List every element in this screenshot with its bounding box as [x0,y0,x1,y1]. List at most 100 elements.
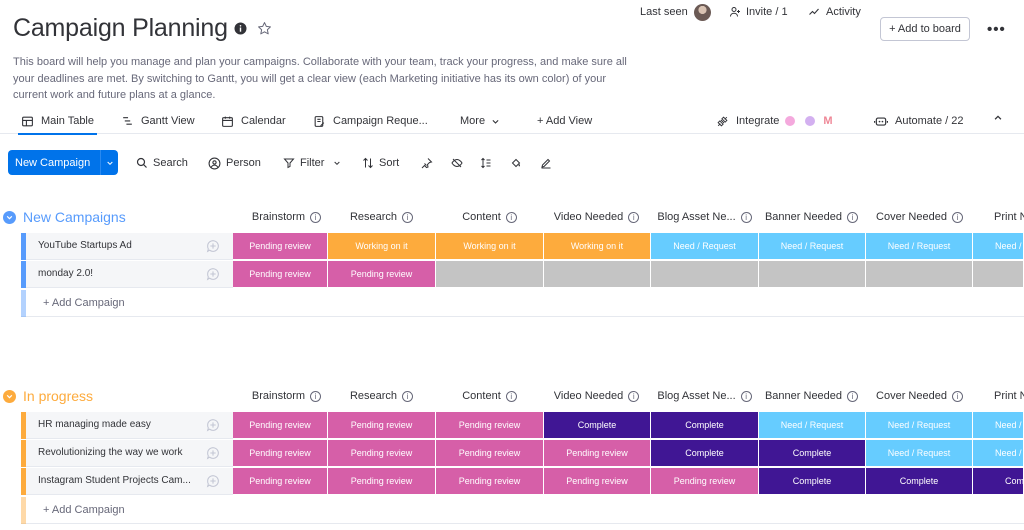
status-cell[interactable]: Need / [973,440,1024,467]
tab-more[interactable]: More [460,108,500,134]
status-cell[interactable]: Com [973,468,1024,495]
column-header-cover-needed[interactable]: Cover Needed i [866,387,973,405]
info-icon[interactable]: i [310,211,322,223]
info-icon[interactable]: i [951,211,963,223]
add-to-board-button[interactable]: + Add to board [880,17,970,41]
status-cell[interactable]: Pending review [233,233,328,260]
column-header-blog-asset-needed[interactable]: Blog Asset Ne... i [651,208,758,226]
add-update-icon[interactable] [205,473,221,494]
chevron-down-icon[interactable] [3,210,16,224]
status-cell[interactable] [436,261,544,288]
status-cell[interactable]: Pending review [436,412,544,439]
status-cell[interactable]: Pending review [544,468,651,495]
status-cell[interactable]: Pending review [328,412,436,439]
activity-button[interactable]: Activity [808,0,861,24]
sort-button[interactable]: Sort [362,155,399,171]
add-item-row[interactable]: + Add Campaign [21,497,1024,524]
status-cell[interactable]: Pending review [328,468,436,495]
add-update-icon[interactable] [205,445,221,466]
table-row[interactable]: HR managing made easy [21,412,233,439]
status-cell[interactable] [651,261,759,288]
column-header-cover-needed[interactable]: Cover Needed i [866,208,973,226]
chevron-up-icon[interactable] [993,113,1003,123]
status-cell[interactable]: Pending review [233,412,328,439]
item-name[interactable]: YouTube Startups Ad [38,240,132,251]
add-item-row[interactable]: + Add Campaign [21,290,1024,317]
info-icon[interactable] [232,20,248,36]
hide-icon[interactable] [451,155,468,171]
automate-button[interactable]: Automate / 22 [874,108,964,134]
group-header-new-campaigns[interactable]: New Campaigns [3,208,126,226]
add-campaign-input[interactable]: + Add Campaign [43,297,125,309]
table-row[interactable]: YouTube Startups Ad [21,233,233,260]
column-header-banner-needed[interactable]: Banner Needed i [758,208,865,226]
info-icon[interactable]: i [505,390,517,402]
status-cell[interactable] [973,261,1024,288]
info-icon[interactable]: i [740,390,752,402]
add-update-icon[interactable] [205,417,221,438]
tab-main-table[interactable]: Main Table [18,108,97,135]
pin-icon[interactable] [421,155,438,171]
status-cell[interactable]: Pending review [233,468,328,495]
column-header-content[interactable]: Content i [436,387,543,405]
add-update-icon[interactable] [205,266,221,287]
info-icon[interactable]: i [951,390,963,402]
status-cell[interactable]: Working on it [436,233,544,260]
info-icon[interactable]: i [402,211,414,223]
info-icon[interactable]: i [628,211,640,223]
status-cell[interactable]: Need / [973,233,1024,260]
info-icon[interactable]: i [847,211,859,223]
info-icon[interactable]: i [310,390,322,402]
status-cell[interactable]: Pending review [436,468,544,495]
status-cell[interactable]: Pending review [233,261,328,288]
column-header-print-needed[interactable]: Print N [994,387,1024,405]
tab-gantt-view[interactable]: Gantt View [121,108,195,134]
status-cell[interactable]: Need / Request [866,440,973,467]
status-cell[interactable]: Pending review [233,440,328,467]
status-cell[interactable]: Pending review [436,440,544,467]
board-title[interactable]: Campaign Planning [13,14,228,42]
status-cell[interactable]: Need / Request [759,412,866,439]
invite-button[interactable]: Invite / 1 [729,0,788,24]
info-icon[interactable]: i [847,390,859,402]
status-cell[interactable]: Working on it [328,233,436,260]
status-cell[interactable]: Complete [759,468,866,495]
status-cell[interactable]: Pending review [544,440,651,467]
info-icon[interactable]: i [505,211,517,223]
column-header-brainstorm[interactable]: Brainstorm i [233,208,340,226]
tab-add-view[interactable]: + Add View [537,108,592,134]
column-header-research[interactable]: Research i [328,208,435,226]
row-height-icon[interactable] [480,155,497,171]
star-icon[interactable] [256,20,272,36]
status-cell[interactable]: Need / [973,412,1024,439]
table-row[interactable]: Revolutionizing the way we work [21,440,233,467]
status-cell[interactable]: Complete [651,412,759,439]
table-row[interactable]: monday 2.0! [21,261,233,288]
add-campaign-input[interactable]: + Add Campaign [43,504,125,516]
info-icon[interactable]: i [740,211,752,223]
more-options-icon[interactable]: ••• [987,21,1006,38]
item-name[interactable]: Revolutionizing the way we work [38,447,183,458]
status-cell[interactable] [544,261,651,288]
column-header-video-needed[interactable]: Video Needed i [543,387,650,405]
column-header-banner-needed[interactable]: Banner Needed i [758,387,865,405]
person-filter-button[interactable]: Person [208,155,261,171]
info-icon[interactable]: i [628,390,640,402]
filter-button[interactable]: Filter [283,155,341,171]
status-cell[interactable]: Need / Request [866,233,973,260]
item-name[interactable]: monday 2.0! [38,268,94,279]
status-cell[interactable]: Complete [544,412,651,439]
status-cell[interactable]: Pending review [651,468,759,495]
status-cell[interactable]: Complete [651,440,759,467]
last-seen[interactable]: Last seen [640,0,711,24]
column-header-print-needed[interactable]: Print N [994,208,1024,226]
column-header-video-needed[interactable]: Video Needed i [543,208,650,226]
column-header-brainstorm[interactable]: Brainstorm i [233,387,340,405]
status-cell[interactable]: Pending review [328,261,436,288]
status-cell[interactable]: Complete [866,468,973,495]
group-title[interactable]: New Campaigns [23,209,126,225]
pen-icon[interactable] [540,155,557,171]
search-button[interactable]: Search [136,155,188,171]
item-name[interactable]: Instagram Student Projects Cam... [38,475,191,486]
status-cell[interactable]: Working on it [544,233,651,260]
